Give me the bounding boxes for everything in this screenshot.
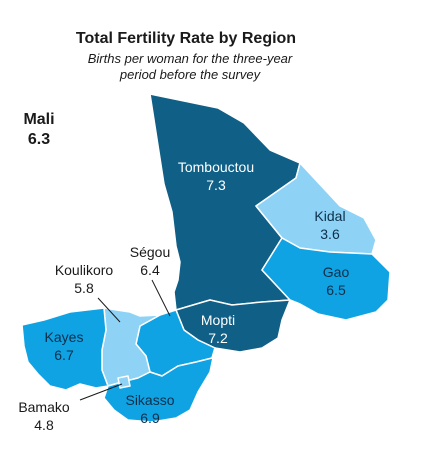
region-value-mopti: 7.2 xyxy=(208,330,228,346)
koulikoro-leader-line xyxy=(97,297,121,323)
region-value-tombouctou: 7.3 xyxy=(206,177,226,193)
bamako-leader-line xyxy=(79,383,123,401)
segou-leader-line xyxy=(151,279,171,317)
map-subtitle-line-2: period before the survey xyxy=(119,67,261,82)
region-value-sikasso: 6.9 xyxy=(140,410,160,426)
national-value-label: Mali 6.3 xyxy=(14,110,64,150)
region-label-segou: Ségou xyxy=(130,244,170,260)
region-value-gao: 6.5 xyxy=(326,282,346,298)
map-subtitle: Births per woman for the three-year peri… xyxy=(40,51,340,83)
region-value-kidal: 3.6 xyxy=(320,226,340,242)
region-value-segou: 6.4 xyxy=(140,262,160,278)
region-label-kidal: Kidal xyxy=(314,208,345,224)
region-value-kayes: 6.7 xyxy=(54,347,74,363)
region-sikasso[interactable] xyxy=(103,347,216,423)
region-label-gao: Gao xyxy=(323,264,350,280)
region-kayes[interactable] xyxy=(21,307,109,391)
region-label-koulikoro: Koulikoro xyxy=(55,262,114,278)
national-tfr-value: 6.3 xyxy=(27,131,51,148)
region-label-bamako: Bamako xyxy=(18,399,70,415)
region-bamako[interactable] xyxy=(117,375,131,389)
region-value-koulikoro: 5.8 xyxy=(74,280,94,296)
map-title: Total Fertility Rate by Region xyxy=(75,30,297,47)
region-label-mopti: Mopti xyxy=(201,312,235,328)
region-label-sikasso: Sikasso xyxy=(125,392,174,408)
region-value-bamako: 4.8 xyxy=(34,417,54,433)
region-label-kayes: Kayes xyxy=(45,329,84,345)
national-name: Mali xyxy=(23,111,55,128)
map-subtitle-line-1: Births per woman for the three-year xyxy=(87,51,293,66)
region-label-tombouctou: Tombouctou xyxy=(178,159,254,175)
